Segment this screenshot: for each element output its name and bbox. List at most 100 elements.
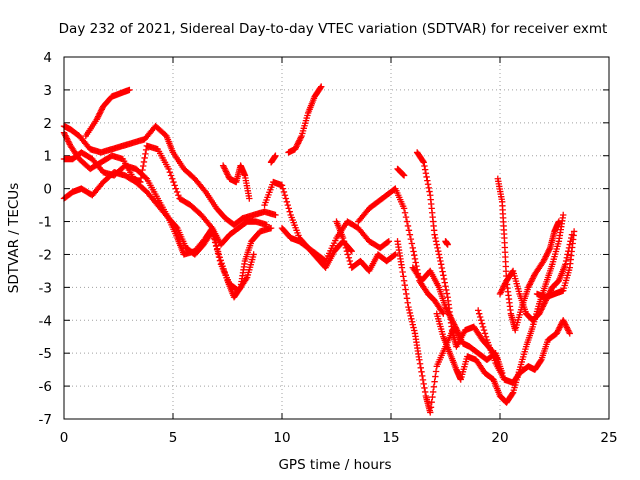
data-point <box>475 310 483 317</box>
data-point <box>64 136 71 144</box>
data-point <box>450 319 457 327</box>
data-point <box>173 188 181 196</box>
data-point <box>408 315 415 323</box>
data-point <box>211 239 219 246</box>
data-point <box>421 388 429 396</box>
data-point <box>446 312 454 320</box>
data-point <box>544 250 551 257</box>
data-point <box>554 327 562 334</box>
data-point <box>291 145 299 153</box>
data-point <box>62 132 69 139</box>
data-point <box>170 178 177 186</box>
data-point <box>286 208 293 215</box>
data-point <box>296 135 304 143</box>
data-point <box>285 205 292 212</box>
data-point <box>343 247 351 255</box>
data-point <box>416 360 424 367</box>
data-point <box>272 211 279 219</box>
y-tick-label: 3 <box>43 83 52 99</box>
data-point <box>538 304 546 312</box>
chart-title: Day 232 of 2021, Sidereal Day-to-day VTE… <box>59 21 608 37</box>
data-point <box>297 134 305 141</box>
data-point <box>142 150 149 158</box>
data-point <box>421 166 429 173</box>
data-point <box>425 184 432 192</box>
data-point <box>525 282 533 290</box>
data-point <box>444 308 451 315</box>
data-point <box>433 241 440 248</box>
y-tick-label: -1 <box>39 215 52 231</box>
series-s9 <box>261 178 355 271</box>
data-point <box>509 390 516 397</box>
data-point <box>412 259 419 266</box>
data-point <box>94 113 102 120</box>
plot-frame <box>63 56 610 420</box>
data-point <box>400 273 407 280</box>
data-point <box>98 106 105 113</box>
data-point <box>538 306 545 313</box>
data-point <box>94 114 101 122</box>
data-point <box>141 154 148 162</box>
data-point <box>476 313 484 321</box>
data-point <box>509 268 516 276</box>
data-point <box>166 168 174 176</box>
data-point <box>423 173 430 181</box>
data-point <box>435 251 443 258</box>
data-point <box>404 299 411 306</box>
data-point <box>410 248 417 255</box>
data-point <box>542 253 549 260</box>
data-point <box>560 211 567 219</box>
data-point <box>537 357 544 365</box>
data-point <box>443 290 451 297</box>
data-point <box>570 228 578 235</box>
data-point <box>477 317 485 324</box>
y-tick-label: -3 <box>39 280 52 296</box>
data-point <box>400 277 408 284</box>
data-point <box>536 309 544 316</box>
data-point <box>494 356 502 363</box>
data-point <box>437 261 445 268</box>
data-point <box>498 287 505 295</box>
y-tick-label: 4 <box>43 50 52 66</box>
data-point <box>399 170 406 178</box>
data-point <box>209 228 216 235</box>
data-point <box>282 195 290 202</box>
data-point <box>440 272 447 279</box>
data-point <box>283 198 291 205</box>
data-point <box>340 238 348 245</box>
data-point <box>562 321 569 328</box>
series-s1 <box>60 122 279 229</box>
data-point <box>556 324 563 331</box>
data-point <box>225 172 232 180</box>
data-point <box>443 286 450 294</box>
data-point <box>224 171 231 178</box>
data-point <box>411 251 418 259</box>
y-tick-label: -7 <box>39 412 52 428</box>
series-s21 <box>496 231 576 324</box>
data-point <box>443 305 450 312</box>
data-point <box>437 257 444 265</box>
x-tick-label: 0 <box>60 430 69 446</box>
y-tick-label: -6 <box>39 379 52 395</box>
data-point <box>318 83 325 90</box>
data-point <box>451 321 458 328</box>
data-point <box>384 238 392 246</box>
data-point <box>391 251 398 259</box>
data-point <box>435 247 442 255</box>
data-point <box>546 246 553 253</box>
data-point <box>402 286 409 293</box>
data-point <box>212 242 220 250</box>
x-tick-label: 20 <box>491 430 508 446</box>
data-point <box>408 318 416 325</box>
data-point <box>481 330 489 337</box>
data-point <box>140 158 148 166</box>
data-point <box>392 251 399 258</box>
data-point <box>418 368 425 376</box>
data-point <box>432 234 439 242</box>
data-point <box>447 314 454 321</box>
data-point <box>142 146 150 154</box>
data-point <box>404 222 412 230</box>
data-point <box>428 398 435 406</box>
data-point <box>126 86 133 94</box>
series-s11 <box>333 218 399 275</box>
